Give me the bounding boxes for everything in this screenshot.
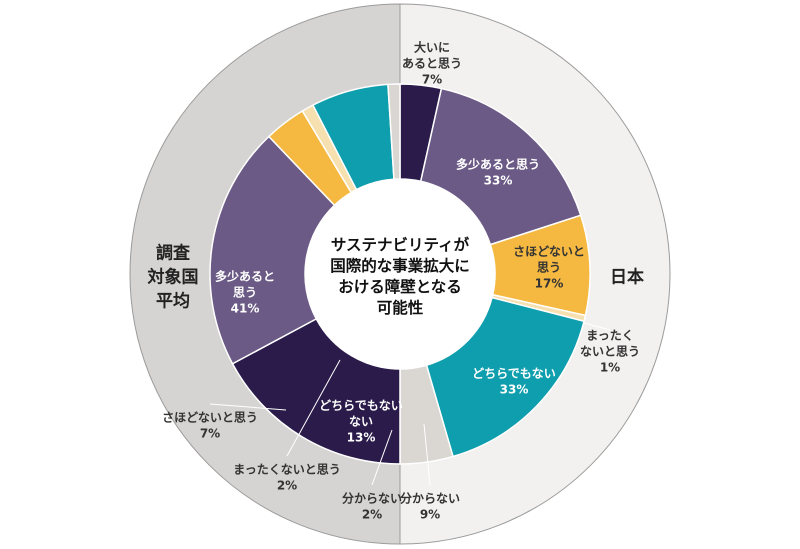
segment-label-1-2: さほどないと思う 7% bbox=[162, 411, 258, 441]
segment-label-0-3: まったくないと思う 1% bbox=[580, 329, 640, 375]
segment-label-0-2: さほどないと思う 17% bbox=[513, 245, 585, 291]
segment-label-1-5: 分からない 2% bbox=[342, 491, 402, 522]
segment-label-0-5: 分からない 9% bbox=[400, 491, 460, 522]
segment-label-0-4: どちらでもない 33% bbox=[472, 367, 556, 397]
leader-line-1-2 bbox=[209, 403, 287, 411]
donut-center bbox=[305, 179, 495, 369]
segment-label-1-3: まったくないと思う 2% bbox=[233, 463, 341, 493]
leader-line-1-5 bbox=[371, 429, 393, 486]
group-label-average: 調査対象国平均 bbox=[147, 242, 199, 311]
leader-line-0-0 bbox=[431, 81, 437, 89]
segment-label-1-4: どちらでもないない 13% bbox=[319, 399, 403, 445]
segment-label-0-0: 大いにあると思う 7% bbox=[402, 40, 462, 87]
leader-line-0-5 bbox=[423, 423, 431, 486]
segment-label-1-1: 多少あると思う 41% bbox=[215, 269, 275, 316]
segment-label-0-1: 多少あると思う 33% bbox=[456, 157, 540, 188]
center-title: サステナビリティが国際的な事業拡大における障壁となる可能性 bbox=[330, 235, 470, 317]
group-label-japan: 日本 bbox=[610, 266, 644, 287]
leader-line-1-3 bbox=[286, 359, 341, 457]
